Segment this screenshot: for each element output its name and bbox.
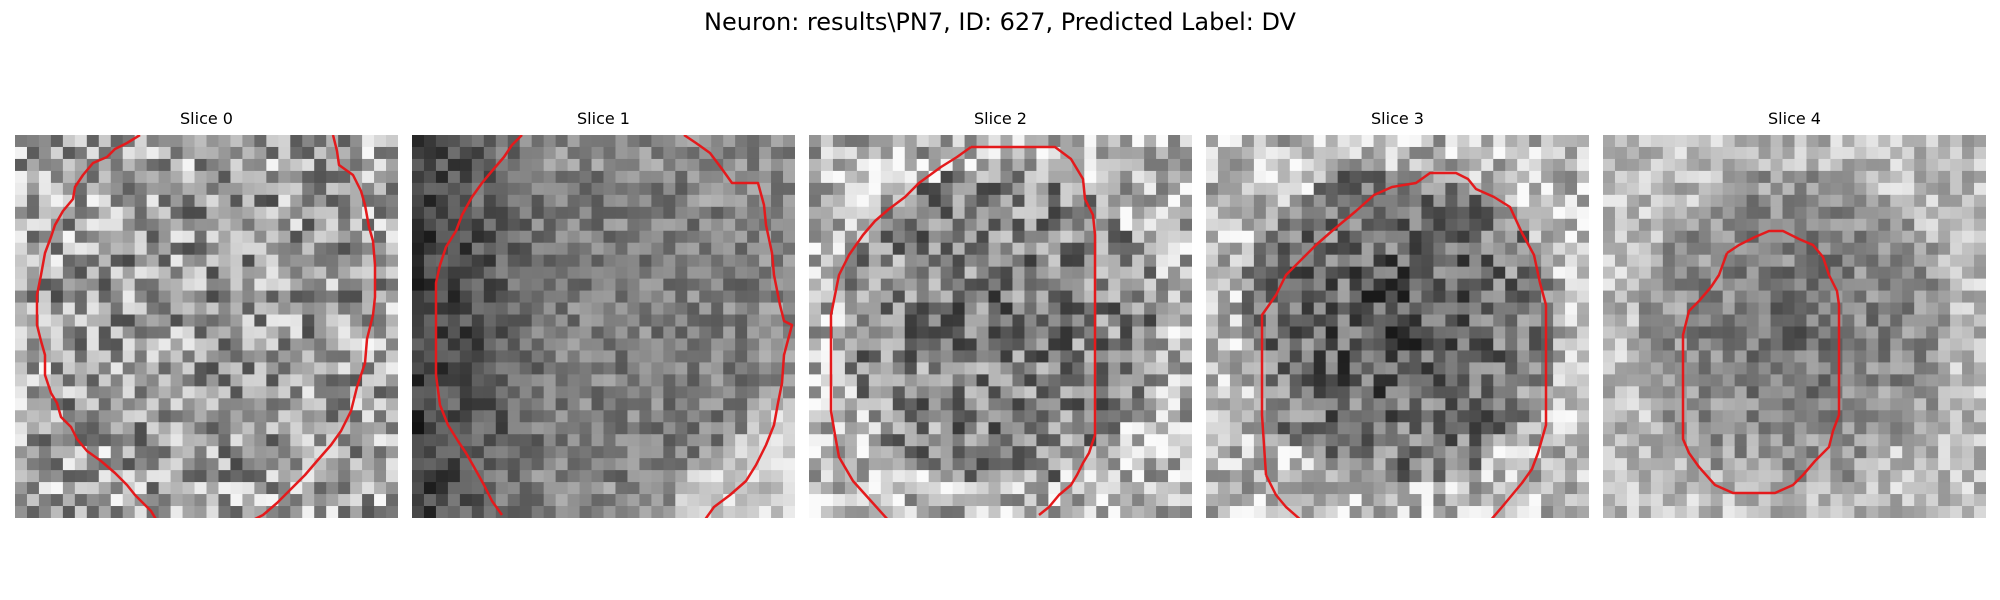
contour-line bbox=[434, 135, 523, 516]
noise-pixels bbox=[1603, 135, 1986, 518]
slice-panel-4: Slice 4 bbox=[1603, 108, 1986, 524]
noise-pixels bbox=[412, 135, 795, 518]
contour-line bbox=[683, 135, 794, 518]
slice-title-4: Slice 4 bbox=[1768, 109, 1821, 128]
slice-title-3: Slice 3 bbox=[1371, 109, 1424, 128]
contour-line bbox=[829, 145, 972, 518]
slice-image-3 bbox=[1206, 135, 1589, 518]
noise-pixels bbox=[1206, 135, 1589, 518]
figure-title: Neuron: results\PN7, ID: 627, Predicted … bbox=[704, 8, 1296, 36]
slice-panel-2: Slice 2 bbox=[809, 108, 1192, 524]
slice-title-0: Slice 0 bbox=[180, 109, 233, 128]
slice-title-1: Slice 1 bbox=[577, 109, 630, 128]
slice-panel-3: Slice 3 bbox=[1206, 108, 1589, 524]
contour-line bbox=[254, 135, 377, 518]
contour-line bbox=[1260, 171, 1548, 518]
slice-image-4 bbox=[1603, 135, 1986, 518]
slice-image-2 bbox=[809, 135, 1192, 518]
slice-image-1 bbox=[412, 135, 795, 518]
contour-line bbox=[35, 135, 157, 518]
slice-panel-1: Slice 1 bbox=[412, 108, 795, 524]
slice-image-0 bbox=[15, 135, 398, 518]
contour-line bbox=[1681, 229, 1841, 495]
noise-pixels bbox=[809, 135, 1192, 518]
noise-pixels bbox=[15, 135, 398, 518]
slice-title-2: Slice 2 bbox=[974, 109, 1027, 128]
contour-line bbox=[1264, 474, 1301, 518]
slice-panel-0: Slice 0 bbox=[15, 108, 398, 524]
contour-line bbox=[971, 145, 1097, 516]
